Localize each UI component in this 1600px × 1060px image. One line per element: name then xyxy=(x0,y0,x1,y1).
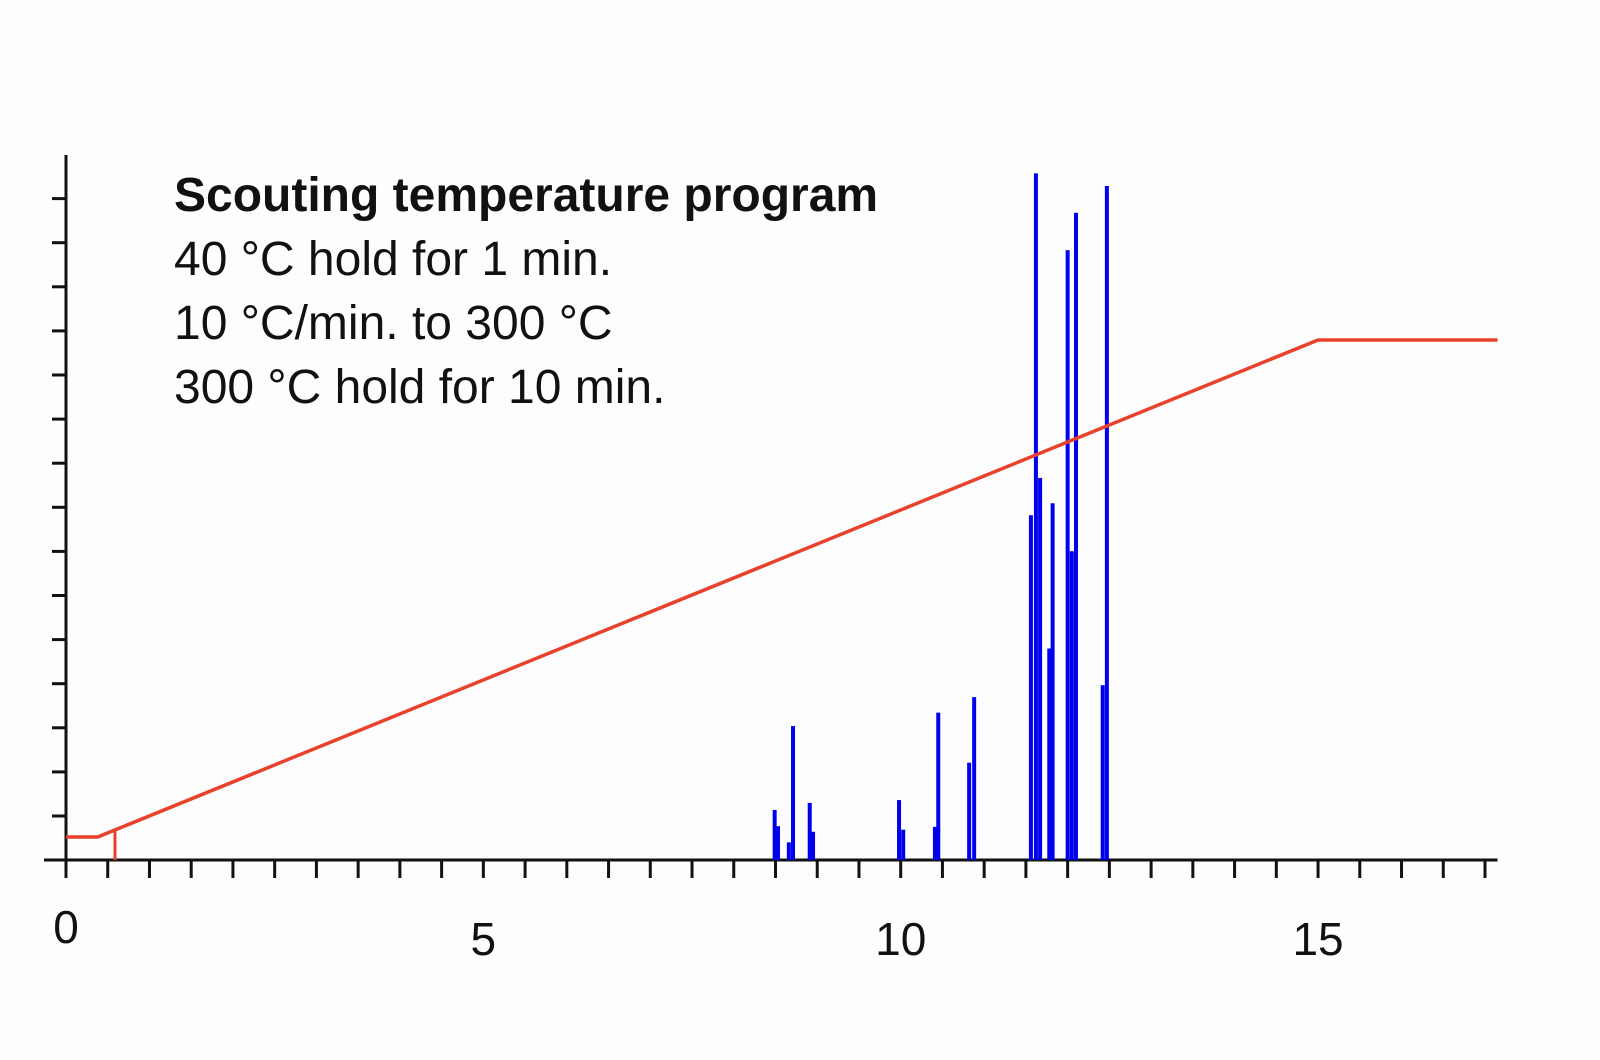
chromatogram-peak xyxy=(775,826,780,860)
chart-title: Scouting temperature program xyxy=(174,169,879,222)
chromatogram-peak xyxy=(897,800,902,860)
chromatogram-peak xyxy=(786,842,791,860)
annotation-line: 40 °C hold for 1 min. xyxy=(174,233,613,286)
chromatogram-peak xyxy=(1073,212,1078,860)
annotation-line: 10 °C/min. to 300 °C xyxy=(174,297,613,350)
chromatogram-peak xyxy=(901,829,906,860)
x-tick-label: 5 xyxy=(471,913,497,965)
chromatogram-peak xyxy=(1104,186,1109,860)
chromatogram-peak xyxy=(1100,685,1105,860)
chromatogram-peak xyxy=(967,762,972,860)
x-tick-label: 0 xyxy=(53,901,79,953)
chromatogram-peak xyxy=(791,726,796,860)
chromatogram-peak xyxy=(1065,250,1070,861)
chromatogram-peak xyxy=(807,802,812,860)
chromatogram-peak xyxy=(1047,648,1052,860)
chromatogram-peak xyxy=(811,831,816,860)
chromatogram-peak xyxy=(1038,477,1043,860)
annotation-line: 300 °C hold for 10 min. xyxy=(174,361,666,414)
chromatogram-peak xyxy=(1028,515,1033,860)
chromatogram-peak xyxy=(1050,503,1055,860)
chromatogram-peak xyxy=(972,697,977,860)
chromatogram-peak xyxy=(936,712,941,860)
annotation-block: Scouting temperature program 40 °C hold … xyxy=(174,164,878,420)
x-tick-label: 15 xyxy=(1292,913,1343,965)
x-tick-label: 10 xyxy=(875,913,926,965)
chromatogram-peak xyxy=(932,826,937,860)
chromatogram-peak xyxy=(772,809,777,860)
temperature-program-line xyxy=(66,338,1498,839)
chromatogram-peak xyxy=(1033,173,1038,860)
chromatogram-peak xyxy=(1069,551,1074,860)
